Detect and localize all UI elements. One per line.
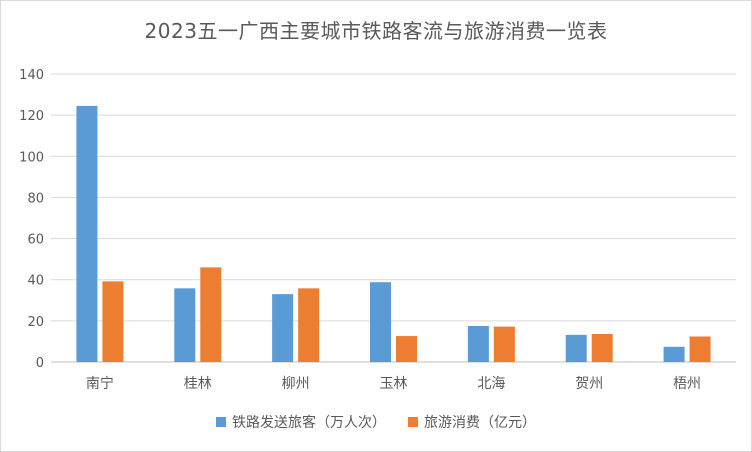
bar-railway [272,294,294,362]
bar-tourism [298,288,320,362]
y-tick-label: 120 [19,109,44,124]
bar-tourism [493,326,515,362]
x-category-label: 桂林 [184,376,212,392]
bar-tourism [591,334,613,362]
legend-swatch-railway [216,417,226,427]
legend-label-tourism: 旅游消费（亿元） [424,415,536,431]
legend-label-railway: 铁路发送旅客（万人次） [232,415,386,431]
x-category-label: 贺州 [575,376,603,392]
bar-railway [370,282,391,362]
bar-railway [663,346,685,362]
bar-tourism [102,281,124,362]
x-category-label: 南宁 [86,375,114,392]
y-tick-label: 140 [19,68,44,83]
bar-tourism [200,267,222,362]
y-tick-label: 80 [27,191,44,206]
legend-item-railway: 铁路发送旅客（万人次） [216,412,386,432]
y-tick-label: 100 [19,150,44,165]
legend-item-tourism: 旅游消费（亿元） [408,412,536,432]
bar-railway [174,288,196,362]
chart-title: 2023五一广西主要城市铁路客流与旅游消费一览表 [144,19,608,43]
bar-railway [565,334,587,362]
y-tick-label: 0 [36,356,44,371]
x-category-label: 北海 [477,376,505,392]
bar-tourism [396,336,417,362]
legend-swatch-tourism [408,417,418,427]
chart-legend: 铁路发送旅客（万人次） 旅游消费（亿元） [1,412,751,432]
x-category-label: 柳州 [282,375,310,392]
y-tick-label: 60 [27,233,44,248]
y-tick-label: 40 [27,274,44,289]
bar-railway [467,326,489,362]
bar-tourism [689,336,711,362]
bar-railway [76,105,98,362]
x-category-label: 玉林 [380,376,408,392]
x-category-label: 梧州 [673,376,701,392]
y-tick-label: 20 [27,315,44,330]
